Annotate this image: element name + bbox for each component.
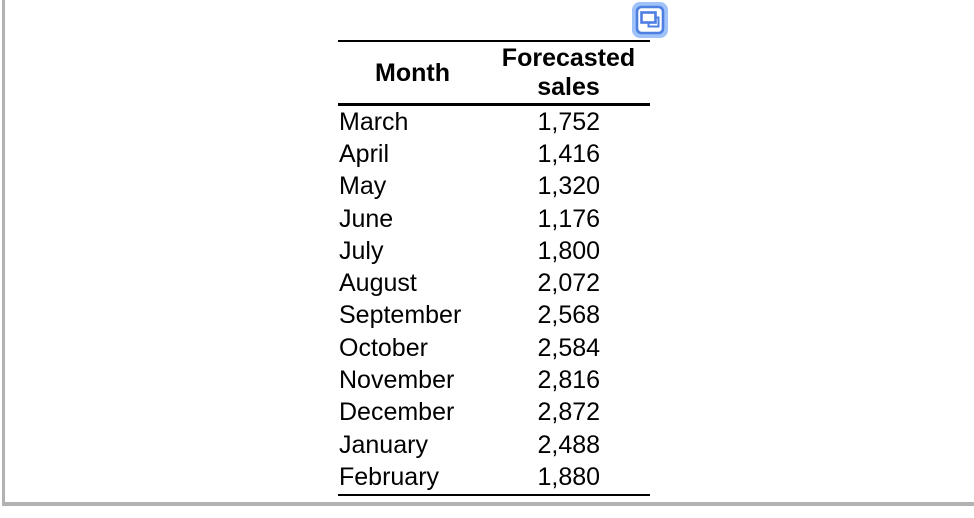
- paste-options-icon: [632, 2, 668, 38]
- value-cell: 1,800: [537, 236, 601, 265]
- value-cell: 1,176: [537, 204, 601, 233]
- table-body: March 1,752 April 1,416 May 1,320 June 1…: [338, 106, 650, 496]
- value-cell: 1,416: [537, 139, 601, 168]
- table-row: May 1,320: [338, 171, 650, 203]
- value-cell: 2,584: [537, 333, 601, 362]
- table-row: October 2,584: [338, 332, 650, 364]
- value-cell: 1,752: [537, 107, 601, 136]
- table-row: June 1,176: [338, 203, 650, 235]
- month-cell: September: [339, 301, 462, 330]
- value-cell: 2,568: [537, 301, 601, 330]
- value-cell: 2,072: [537, 269, 601, 298]
- month-cell: December: [339, 398, 455, 427]
- value-cell: 1,320: [537, 172, 601, 201]
- month-cell: November: [339, 366, 455, 395]
- month-cell: May: [339, 172, 387, 201]
- month-cell: August: [339, 269, 417, 298]
- value-cell: 2,816: [537, 366, 601, 395]
- table-row: September 2,568: [338, 300, 650, 332]
- table-row: April 1,416: [338, 138, 650, 170]
- table-header-row: Month Forecasted sales: [338, 42, 650, 106]
- table-row: January 2,488: [338, 429, 650, 461]
- table-row: December 2,872: [338, 397, 650, 429]
- value-cell: 2,872: [537, 398, 601, 427]
- table-row: March 1,752: [338, 106, 650, 138]
- month-cell: October: [339, 333, 428, 362]
- table-row: August 2,072: [338, 267, 650, 299]
- forecasted-sales-table: Month Forecasted sales March 1,752 April…: [338, 40, 650, 496]
- table-row: July 1,800: [338, 235, 650, 267]
- month-cell: June: [339, 204, 394, 233]
- table-row: February 1,880: [338, 461, 650, 493]
- paste-options-button[interactable]: [632, 2, 668, 38]
- month-header-cell: Month: [375, 58, 450, 87]
- month-cell: April: [339, 139, 390, 168]
- month-cell: July: [339, 236, 384, 265]
- table-row: November 2,816: [338, 364, 650, 396]
- forecasted-sales-header-cell: Forecasted sales: [501, 44, 636, 101]
- month-cell: March: [339, 107, 409, 136]
- value-cell: 1,880: [537, 462, 601, 491]
- value-cell: 2,488: [537, 430, 601, 459]
- month-cell: February: [339, 462, 440, 491]
- month-cell: January: [339, 430, 428, 459]
